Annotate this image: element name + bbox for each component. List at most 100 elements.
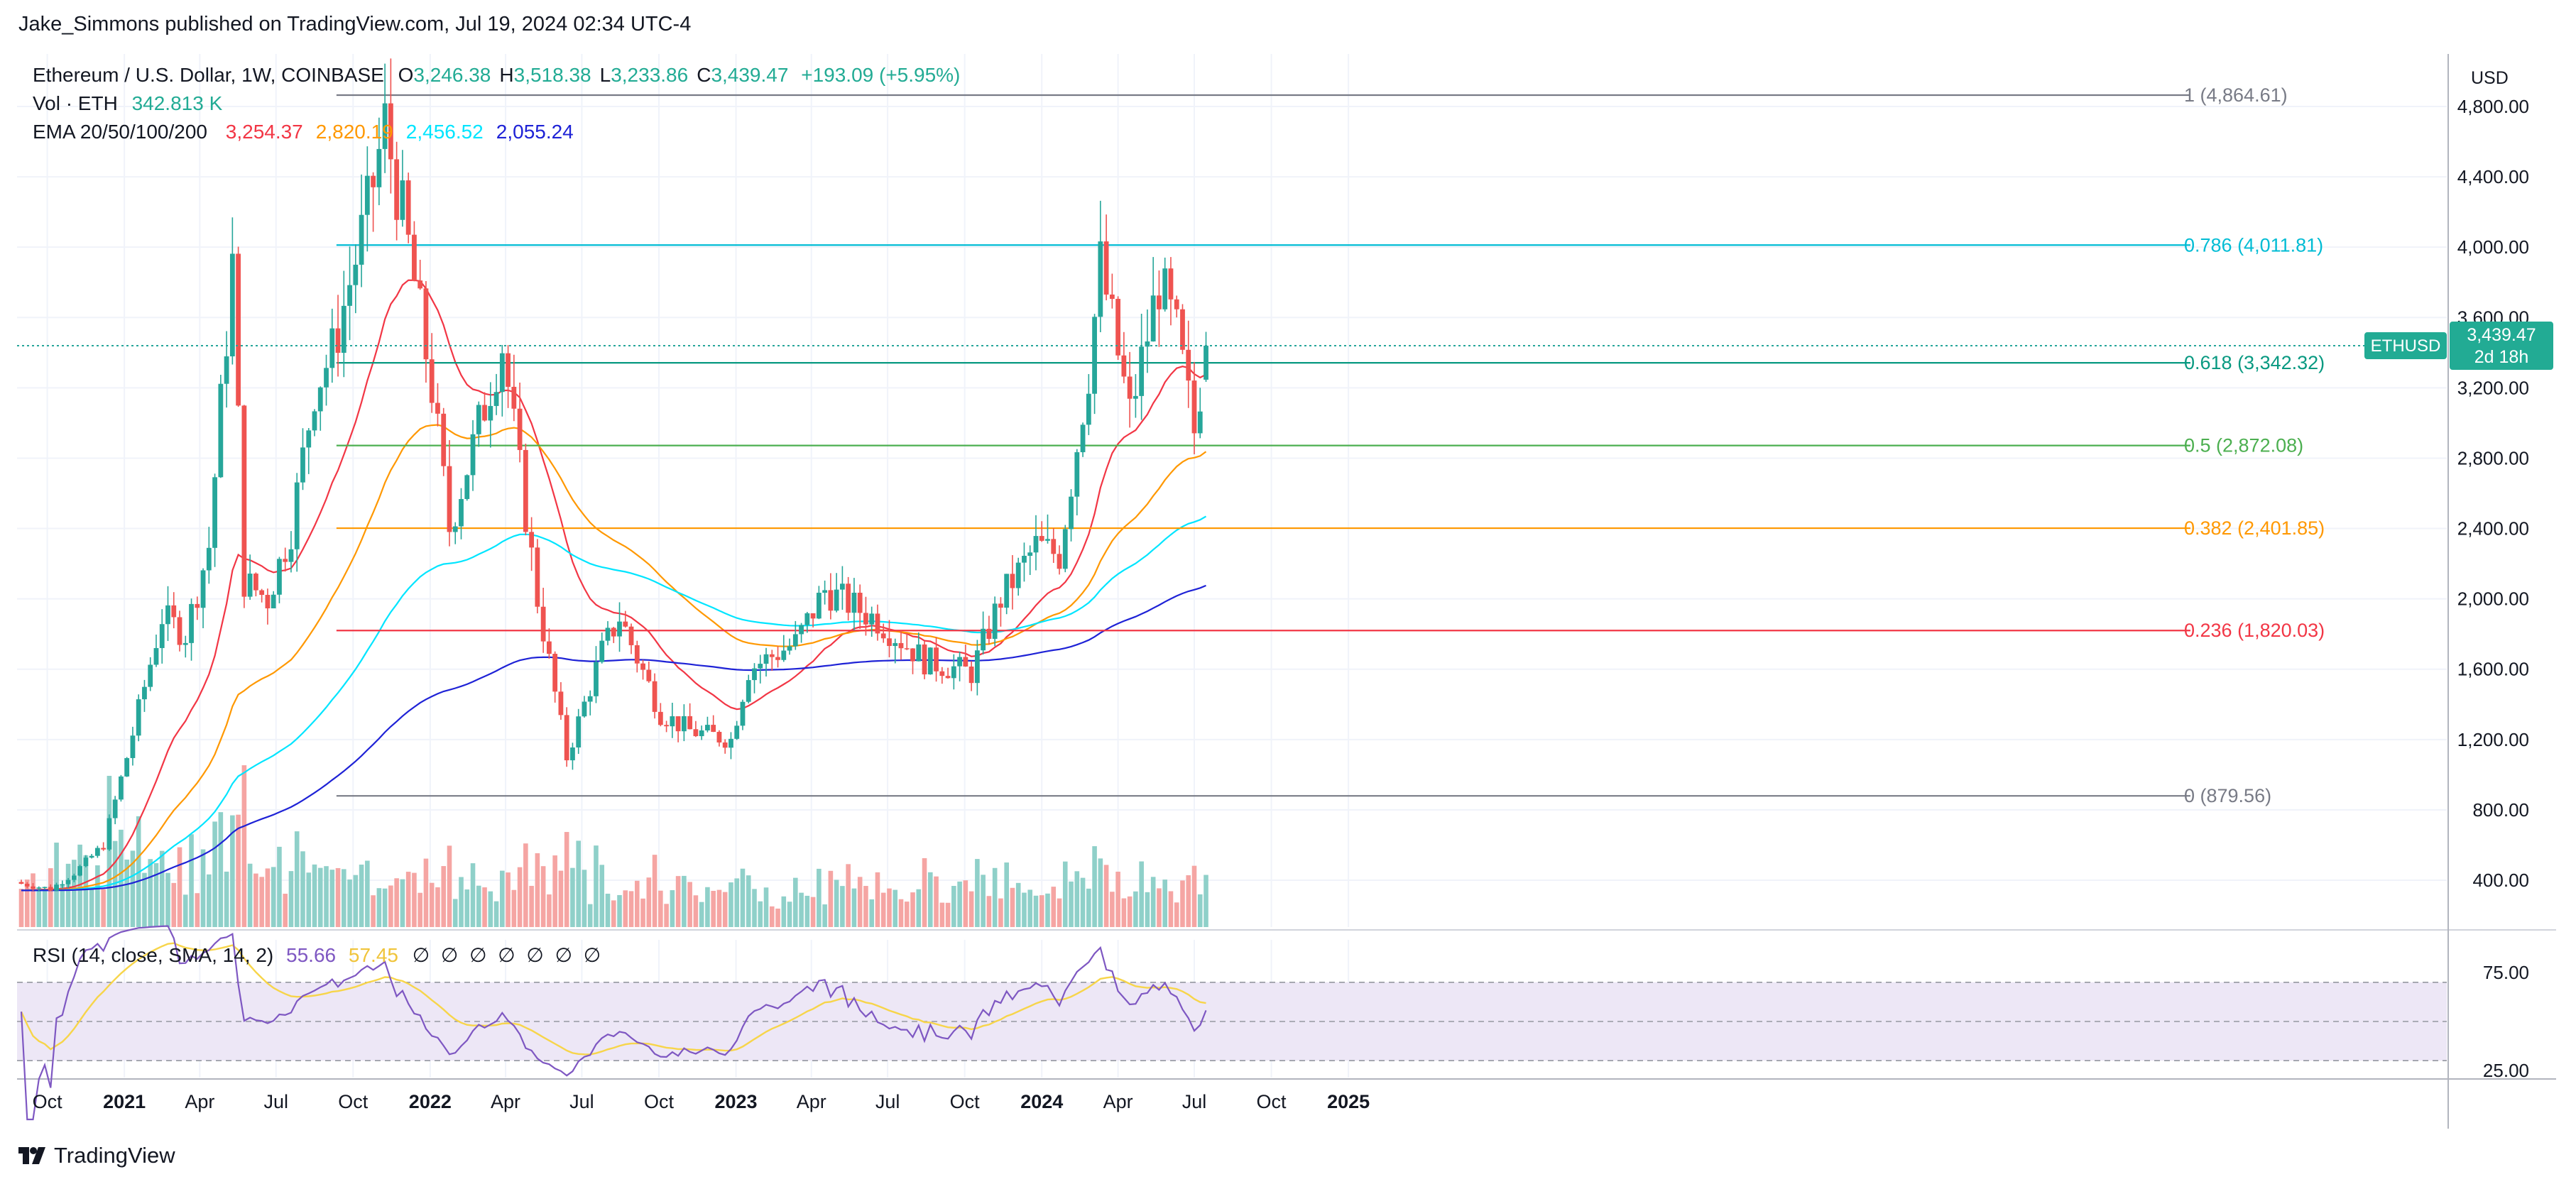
volume-bar [241, 765, 247, 927]
candle-body [587, 696, 593, 702]
volume-bar [722, 892, 728, 927]
candle [752, 663, 757, 694]
candle [165, 586, 170, 641]
candle-body [734, 725, 740, 739]
candle [1145, 309, 1150, 373]
rsi-extra-values: ∅ ∅ ∅ ∅ ∅ ∅ ∅ [412, 944, 604, 966]
candle [241, 405, 247, 608]
volume-bar [195, 893, 200, 927]
volume-bar [934, 876, 939, 927]
candle [177, 610, 182, 652]
candle [981, 611, 986, 655]
candle [212, 473, 217, 567]
time-tick-label: Apr [185, 1091, 214, 1112]
candle-body [582, 701, 587, 717]
time-axis[interactable]: Oct 2021 Apr Jul Oct 2022 Apr Jul Oct 2023 Apr Jul O… [33, 1091, 1370, 1112]
volume-bar [740, 868, 746, 927]
volume-bar [1080, 877, 1086, 927]
volume-bar [405, 872, 411, 927]
candle-body [89, 855, 94, 858]
rsi-label[interactable]: RSI (14, close, SMA, 14, 2) [33, 944, 274, 966]
candle [711, 715, 716, 733]
footer-brand[interactable]: TradingView [18, 1143, 175, 1168]
candle-body [1074, 452, 1080, 497]
volume-bar [42, 889, 48, 927]
volume-label[interactable]: Vol · ETH [33, 92, 118, 114]
volume-bar [1145, 892, 1150, 927]
current-price-badge: ETHUSD 3,439.47 2d 18h [2364, 322, 2553, 371]
candle-body [177, 617, 182, 645]
candle-body [1103, 241, 1109, 295]
candle-body [657, 711, 663, 725]
volume-bar [793, 877, 798, 927]
ema-value: 2,820.19 [315, 121, 393, 143]
candle-body [371, 175, 376, 187]
volume-bar [893, 889, 898, 927]
candle [101, 842, 107, 851]
volume-bar [1127, 896, 1133, 927]
volume-bar [1092, 846, 1097, 927]
volume-bar [1133, 891, 1138, 927]
volume-bar [570, 867, 575, 927]
candle [247, 554, 253, 600]
volume-bar [230, 815, 235, 927]
candle [922, 641, 927, 679]
rsi-pane[interactable] [17, 925, 2447, 1121]
candle-body [1127, 376, 1133, 399]
candle [259, 588, 265, 603]
volume-bar [300, 851, 305, 927]
candle-body [417, 280, 423, 289]
volume-bar [1168, 891, 1174, 927]
tradingview-logo-icon [18, 1147, 45, 1164]
candle-body [277, 559, 282, 595]
time-tick-label: Oct [33, 1091, 63, 1112]
candle-body [540, 606, 546, 642]
candle-body [364, 175, 370, 215]
candle-body [77, 866, 82, 876]
candle-body [441, 413, 447, 466]
candle [945, 667, 951, 679]
rsi-sma-line [20, 942, 1206, 1056]
candle-body [1033, 536, 1039, 553]
candle-body [189, 603, 194, 643]
volume-bar [83, 855, 89, 927]
candle-body [200, 570, 206, 608]
price-pane[interactable] [17, 54, 2447, 927]
candle-body [628, 626, 634, 645]
candle-body [294, 482, 300, 549]
ema-label[interactable]: EMA 20/50/100/200 [33, 121, 207, 143]
ema-20-line [21, 279, 1207, 892]
volume-bar [1110, 892, 1115, 927]
ema-200-line [21, 584, 1206, 892]
candle-body [65, 880, 71, 884]
candle [722, 739, 728, 754]
fib-level-label: 0.236 (1,820.03) [2184, 620, 2325, 641]
candle-body [834, 589, 839, 611]
volume-bar [857, 877, 863, 927]
volume-bar [910, 892, 915, 927]
candle [904, 632, 910, 650]
volume-bar [1157, 888, 1162, 927]
volume-bar [828, 870, 834, 927]
volume-bar [1121, 898, 1127, 927]
candle [189, 598, 194, 661]
symbol-title[interactable]: Ethereum / U.S. Dollar, 1W, COINBASE [33, 64, 384, 86]
candle-body [459, 499, 464, 527]
candle [24, 882, 30, 889]
candle-body [1145, 341, 1150, 347]
candle-body [1168, 268, 1174, 300]
volume-bar [353, 875, 359, 927]
volume-bar [482, 887, 487, 927]
candle [265, 588, 271, 625]
candle [529, 517, 535, 571]
rsi-axis[interactable]: 75.00 25.00 [2483, 962, 2529, 1081]
candle-body [429, 359, 435, 403]
candle [611, 627, 616, 643]
price-axis[interactable]: 4,800.004,400.004,000.003,600.003,200.00… [2457, 96, 2529, 891]
candle [417, 259, 423, 290]
currency-label[interactable]: USD [2471, 68, 2509, 88]
candle [1057, 545, 1062, 575]
candle-body [1191, 380, 1197, 434]
fib-retracement[interactable]: 1 (4,864.61) 0.786 (4,011.81) 0.618 (3,342… [336, 84, 2325, 806]
